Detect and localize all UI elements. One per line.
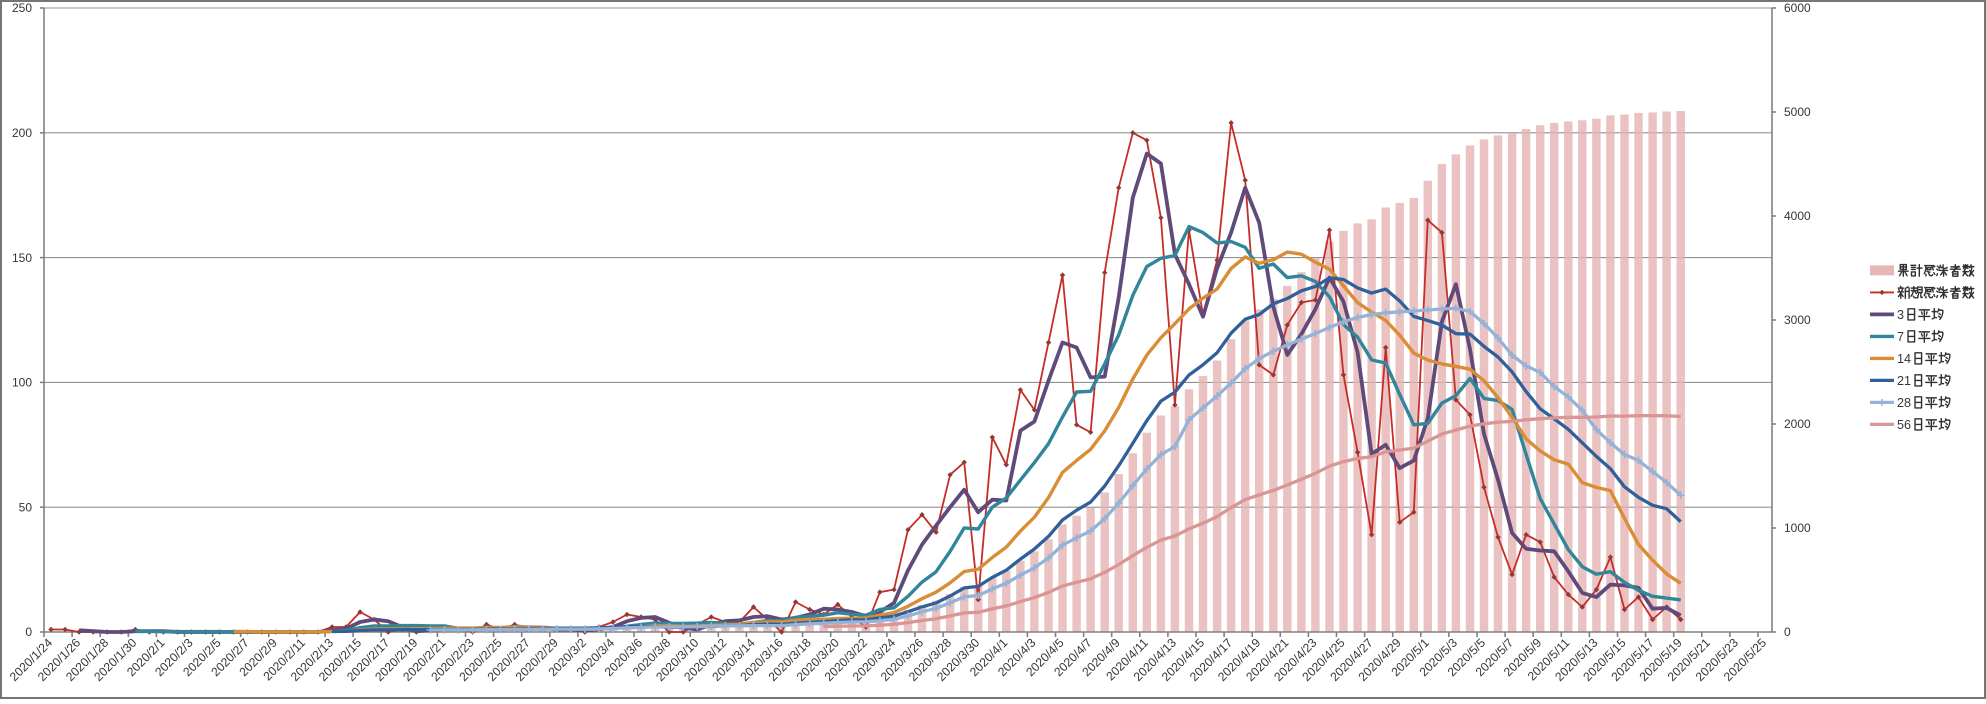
svg-text:250: 250 (12, 1, 32, 15)
svg-text:0: 0 (1784, 625, 1791, 639)
svg-text:3: 3 (1897, 308, 1904, 322)
svg-text:5000: 5000 (1784, 105, 1811, 119)
svg-text:4000: 4000 (1784, 209, 1811, 223)
svg-text:14: 14 (1897, 352, 1911, 366)
svg-text:0: 0 (25, 625, 32, 639)
svg-text:150: 150 (12, 251, 32, 265)
svg-text:28: 28 (1897, 396, 1911, 410)
svg-text:100: 100 (12, 376, 32, 390)
svg-text:7: 7 (1897, 330, 1904, 344)
svg-text:50: 50 (19, 500, 33, 514)
svg-text:6000: 6000 (1784, 1, 1811, 15)
svg-text:56: 56 (1897, 418, 1911, 432)
svg-text:200: 200 (12, 126, 32, 140)
svg-text:2000: 2000 (1784, 417, 1811, 431)
svg-text:21: 21 (1897, 374, 1911, 388)
svg-text:3000: 3000 (1784, 313, 1811, 327)
svg-text:1000: 1000 (1784, 521, 1811, 535)
